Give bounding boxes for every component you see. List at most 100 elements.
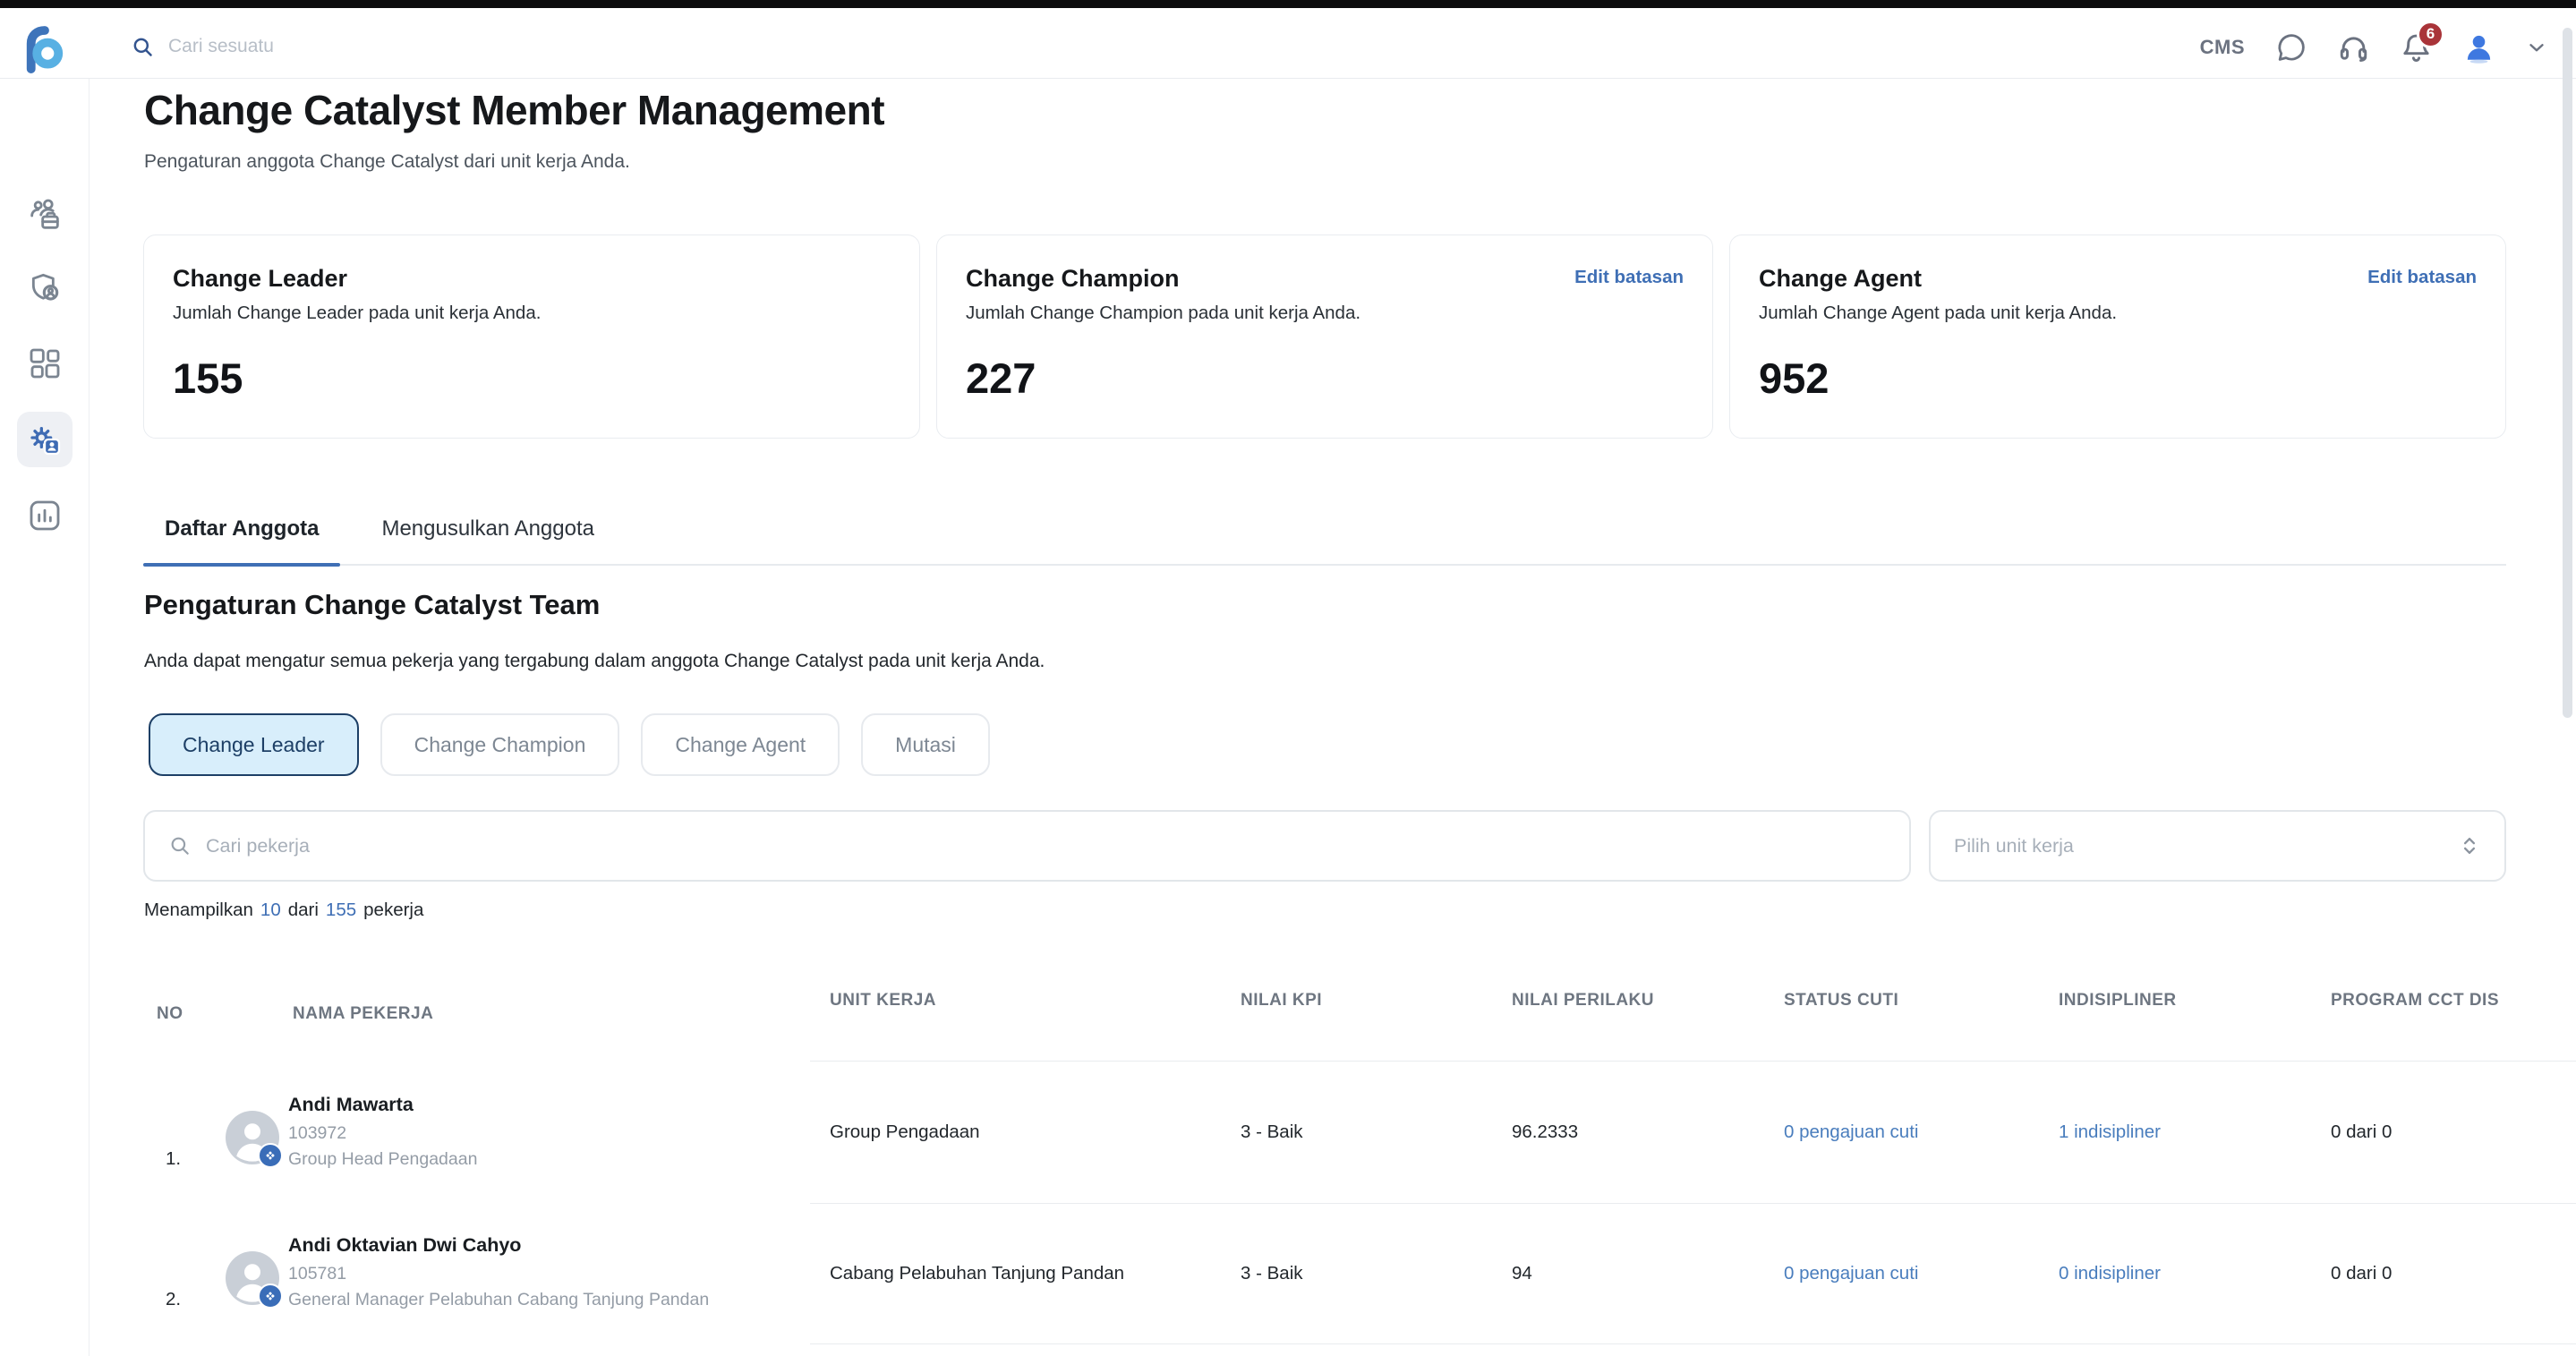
topbar-actions: CMS 6 [2199,20,2548,72]
section-description: Anda dapat mengatur semua pekerja yang t… [144,651,1045,671]
cms-link[interactable]: CMS [2199,36,2245,58]
sidebar [0,79,90,1356]
filter-mutasi[interactable]: Mutasi [861,713,990,776]
card-description: Jumlah Change Leader pada unit kerja And… [173,303,542,323]
page-scrollbar[interactable] [2563,28,2572,718]
shield-user-icon [31,273,59,301]
filter-change-champion[interactable]: Change Champion [380,713,620,776]
filter-change-leader[interactable]: Change Leader [149,713,359,776]
sidebar-item-member-management[interactable] [17,412,73,467]
page-subtitle: Pengaturan anggota Change Catalyst dari … [144,151,630,172]
catalyst-badge-icon [258,1284,283,1309]
window-top-strip [0,0,2576,8]
card-value: 952 [1759,354,1830,402]
avatar [226,1251,283,1309]
section-title: Pengaturan Change Catalyst Team [144,589,601,620]
notifications-button[interactable]: 6 [2400,20,2444,64]
column-header-program-cct: PROGRAM CCT DIS [2331,991,2499,1010]
global-search [131,26,1026,67]
search-icon [133,38,152,56]
unit-select[interactable]: Pilih unit kerja [1929,810,2506,882]
card-title: Change Agent [1759,265,1922,292]
cell-nilai-kpi: 3 - Baik [1241,1121,1303,1142]
topbar: CMS 6 [0,8,2576,79]
employee-info[interactable]: Andi Oktavian Dwi Cahyo 105781 General M… [288,1234,709,1310]
page-title: Change Catalyst Member Management [144,87,885,133]
chevron-down-icon[interactable] [2525,36,2548,59]
cell-program-cct: 0 dari 0 [2331,1263,2393,1284]
worker-search-input[interactable] [206,834,1835,857]
headset-icon[interactable] [2337,31,2370,64]
sidebar-item-team[interactable] [17,187,73,243]
search-icon [171,837,189,855]
catalyst-badge-icon [258,1143,283,1168]
cell-nilai-perilaku: 96.2333 [1512,1121,1579,1142]
sidebar-item-analytics[interactable] [17,488,73,543]
card-value: 155 [173,354,243,402]
cell-nilai-perilaku: 94 [1512,1263,1532,1284]
table-header-scrollable: UNIT KERJA NILAI KPI NILAI PERILAKU STAT… [810,991,2576,1062]
cell-indisipliner-link[interactable]: 0 indisipliner [2059,1263,2161,1284]
card-change-leader: Change Leader Jumlah Change Leader pada … [143,235,920,439]
card-change-agent: Change Agent Edit batasan Jumlah Change … [1729,235,2506,439]
cell-nilai-kpi: 3 - Baik [1241,1263,1303,1284]
worker-search [143,810,1911,882]
result-summary: Menampilkan 10 dari 155 pekerja [144,900,423,921]
column-header-unit-kerja: UNIT KERJA [830,991,937,1010]
sidebar-item-dashboard[interactable] [17,336,73,391]
employee-id: 103972 [288,1123,347,1143]
global-search-input[interactable] [168,36,938,57]
column-header-status-cuti: STATUS CUTI [1784,991,1899,1010]
card-description: Jumlah Change Agent pada unit kerja Anda… [1759,303,2118,323]
tab-daftar-anggota[interactable]: Daftar Anggota [143,516,341,567]
avatar [226,1111,283,1168]
edit-batasan-link[interactable]: Edit batasan [2367,267,2477,287]
card-title: Change Champion [966,265,1180,292]
card-value: 227 [966,354,1036,402]
column-header-nama-pekerja: NAMA PEKERJA [293,1004,434,1023]
column-header-no: NO [157,1004,183,1023]
table-row: Cabang Pelabuhan Tanjung Pandan 3 - Baik… [810,1204,2576,1344]
card-description: Jumlah Change Champion pada unit kerja A… [966,303,1361,323]
gear-person-icon [30,427,61,456]
cell-status-cuti-link[interactable]: 0 pengajuan cuti [1784,1121,1919,1142]
user-avatar-icon[interactable] [2462,31,2495,64]
employee-name: Andi Mawarta [288,1094,414,1115]
result-shown-count: 10 [260,900,281,920]
result-total-count: 155 [325,900,357,920]
sidebar-item-security[interactable] [17,261,73,317]
row-number: 1. [166,1148,182,1169]
filter-change-agent[interactable]: Change Agent [641,713,840,776]
tab-bar: Daftar Anggota Mengusulkan Anggota [143,516,2506,567]
employee-position: Group Head Pengadaan [288,1149,478,1169]
select-chevrons-icon [2463,838,2476,854]
result-suffix: pekerja [363,900,424,920]
row-number: 2. [166,1289,182,1309]
employee-name: Andi Oktavian Dwi Cahyo [288,1234,522,1256]
result-prefix: Menampilkan [144,900,253,920]
bar-chart-icon [30,500,60,531]
company-logo[interactable] [23,25,66,73]
column-header-indisipliner: INDISIPLINER [2059,991,2177,1010]
column-header-nilai-kpi: NILAI KPI [1241,991,1323,1010]
card-change-champion: Change Champion Edit batasan Jumlah Chan… [936,235,1713,439]
team-briefcase-icon [30,199,59,229]
cell-unit-kerja: Cabang Pelabuhan Tanjung Pandan [830,1263,1125,1284]
edit-batasan-link[interactable]: Edit batasan [1574,267,1684,287]
dashboard-grid-icon [30,348,60,379]
cell-program-cct: 0 dari 0 [2331,1121,2393,1142]
cell-indisipliner-link[interactable]: 1 indisipliner [2059,1121,2161,1142]
cell-status-cuti-link[interactable]: 0 pengajuan cuti [1784,1263,1919,1284]
employee-id: 105781 [288,1264,347,1284]
chat-icon[interactable] [2274,31,2307,64]
logo-icon [26,26,64,73]
employee-position: General Manager Pelabuhan Cabang Tanjung… [288,1290,710,1309]
card-title: Change Leader [173,265,348,292]
employee-info[interactable]: Andi Mawarta 103972 Group Head Pengadaan [288,1094,477,1170]
column-header-nilai-perilaku: NILAI PERILAKU [1512,991,1654,1010]
tab-mengusulkan-anggota[interactable]: Mengusulkan Anggota [381,516,594,541]
unit-select-placeholder: Pilih unit kerja [1954,834,2074,857]
notification-count-badge: 6 [2417,20,2444,48]
summary-cards: Change Leader Jumlah Change Leader pada … [143,235,2506,439]
